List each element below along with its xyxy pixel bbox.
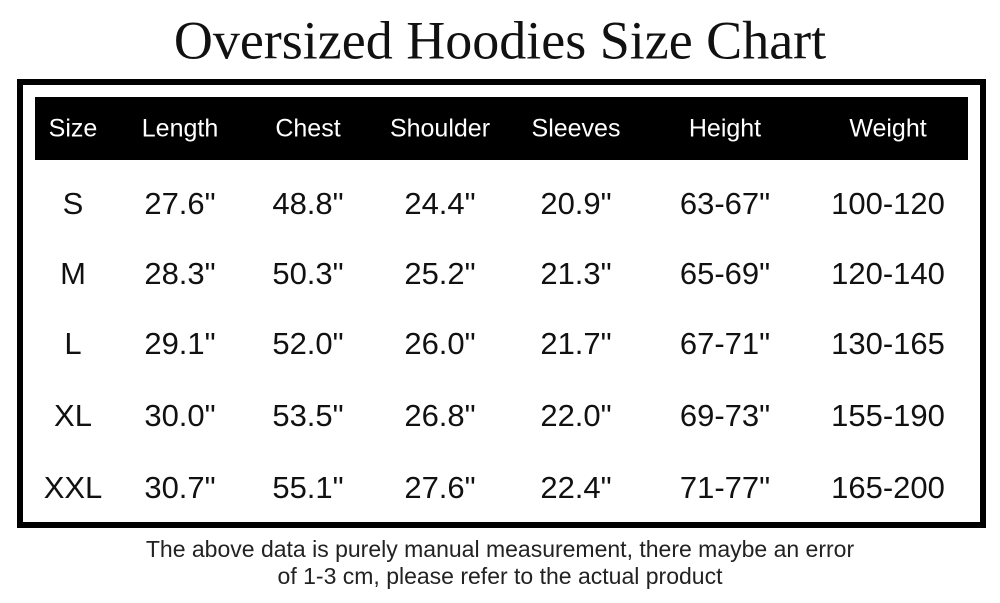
table-cell: 120-140 [831,256,945,291]
table-cell: S [63,186,84,221]
table-cell: 24.4" [404,186,475,221]
table-cell: 65-69" [680,256,770,291]
table-cell: 50.3" [272,256,343,291]
column-header: Chest [275,115,340,143]
table-cell: 28.3" [144,256,215,291]
table-cell: 63-67" [680,186,770,221]
table-cell: 52.0" [272,326,343,361]
column-header: Sleeves [532,115,621,143]
table-cell: 20.9" [540,186,611,221]
table-cell: 26.0" [404,326,475,361]
column-header: Weight [849,115,926,143]
footnote: of 1-3 cm, please refer to the actual pr… [278,563,724,589]
table-cell: 30.0" [144,398,215,433]
table-cell: 25.2" [404,256,475,291]
table-cell: M [60,256,86,291]
table-cell: L [64,326,81,361]
table-cell: 27.6" [404,470,475,505]
table-cell: XL [54,398,92,433]
table-cell: 71-77" [680,470,770,505]
table-cell: 165-200 [831,470,945,505]
table-cell: 21.7" [540,326,611,361]
table-cell: 29.1" [144,326,215,361]
column-header: Length [142,115,218,143]
table-cell: 130-165 [831,326,945,361]
table-cell: 22.4" [540,470,611,505]
table-cell: 30.7" [144,470,215,505]
table-cell: 100-120 [831,186,945,221]
table-border [17,79,986,528]
column-header: Shoulder [390,115,490,143]
header-bar [35,97,968,160]
footnote: The above data is purely manual measurem… [146,536,855,562]
table-cell: XXL [44,470,103,505]
table-cell: 69-73" [680,398,770,433]
table-cell: 155-190 [831,398,945,433]
table-cell: 26.8" [404,398,475,433]
table-cell: 27.6" [144,186,215,221]
table-cell: 22.0" [540,398,611,433]
table-cell: 53.5" [272,398,343,433]
table-cell: 21.3" [540,256,611,291]
column-header: Size [49,115,98,143]
table-cell: 67-71" [680,326,770,361]
table-cell: 48.8" [272,186,343,221]
table-cell: 55.1" [272,470,343,505]
column-header: Height [689,115,761,143]
title: Oversized Hoodies Size Chart [174,10,826,70]
